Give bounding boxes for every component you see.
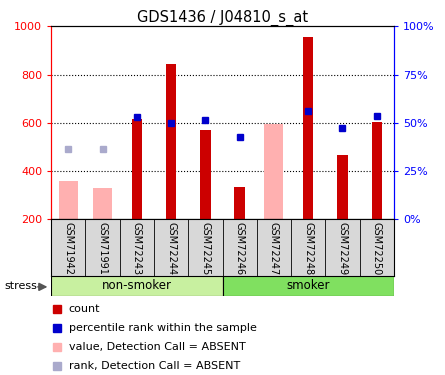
Bar	[372, 122, 382, 219]
Text: GSM71991: GSM71991	[97, 222, 108, 275]
Text: GSM72245: GSM72245	[200, 222, 210, 275]
Bar	[235, 187, 245, 219]
Text: GDS1436 / J04810_s_at: GDS1436 / J04810_s_at	[137, 9, 308, 26]
Bar	[132, 119, 142, 219]
Text: GSM72244: GSM72244	[166, 222, 176, 275]
Bar	[264, 124, 283, 219]
Text: GSM72247: GSM72247	[269, 222, 279, 275]
Bar	[200, 130, 210, 219]
Text: non-smoker: non-smoker	[102, 279, 172, 292]
Text: stress: stress	[4, 281, 37, 291]
Bar	[337, 155, 348, 219]
Text: count: count	[69, 304, 100, 314]
Bar	[59, 181, 78, 219]
Text: GSM72248: GSM72248	[303, 222, 313, 275]
Bar	[51, 276, 223, 296]
Text: GSM72246: GSM72246	[235, 222, 245, 275]
Text: GSM72249: GSM72249	[337, 222, 348, 275]
Text: percentile rank within the sample: percentile rank within the sample	[69, 323, 256, 333]
Text: rank, Detection Call = ABSENT: rank, Detection Call = ABSENT	[69, 361, 240, 370]
Bar	[93, 188, 112, 219]
Text: value, Detection Call = ABSENT: value, Detection Call = ABSENT	[69, 342, 245, 352]
Text: GSM72250: GSM72250	[372, 222, 382, 275]
Text: GSM72243: GSM72243	[132, 222, 142, 275]
Bar	[222, 276, 394, 296]
Bar	[303, 37, 313, 219]
Text: GSM71942: GSM71942	[63, 222, 73, 275]
Bar	[166, 64, 176, 219]
Text: smoker: smoker	[287, 279, 330, 292]
